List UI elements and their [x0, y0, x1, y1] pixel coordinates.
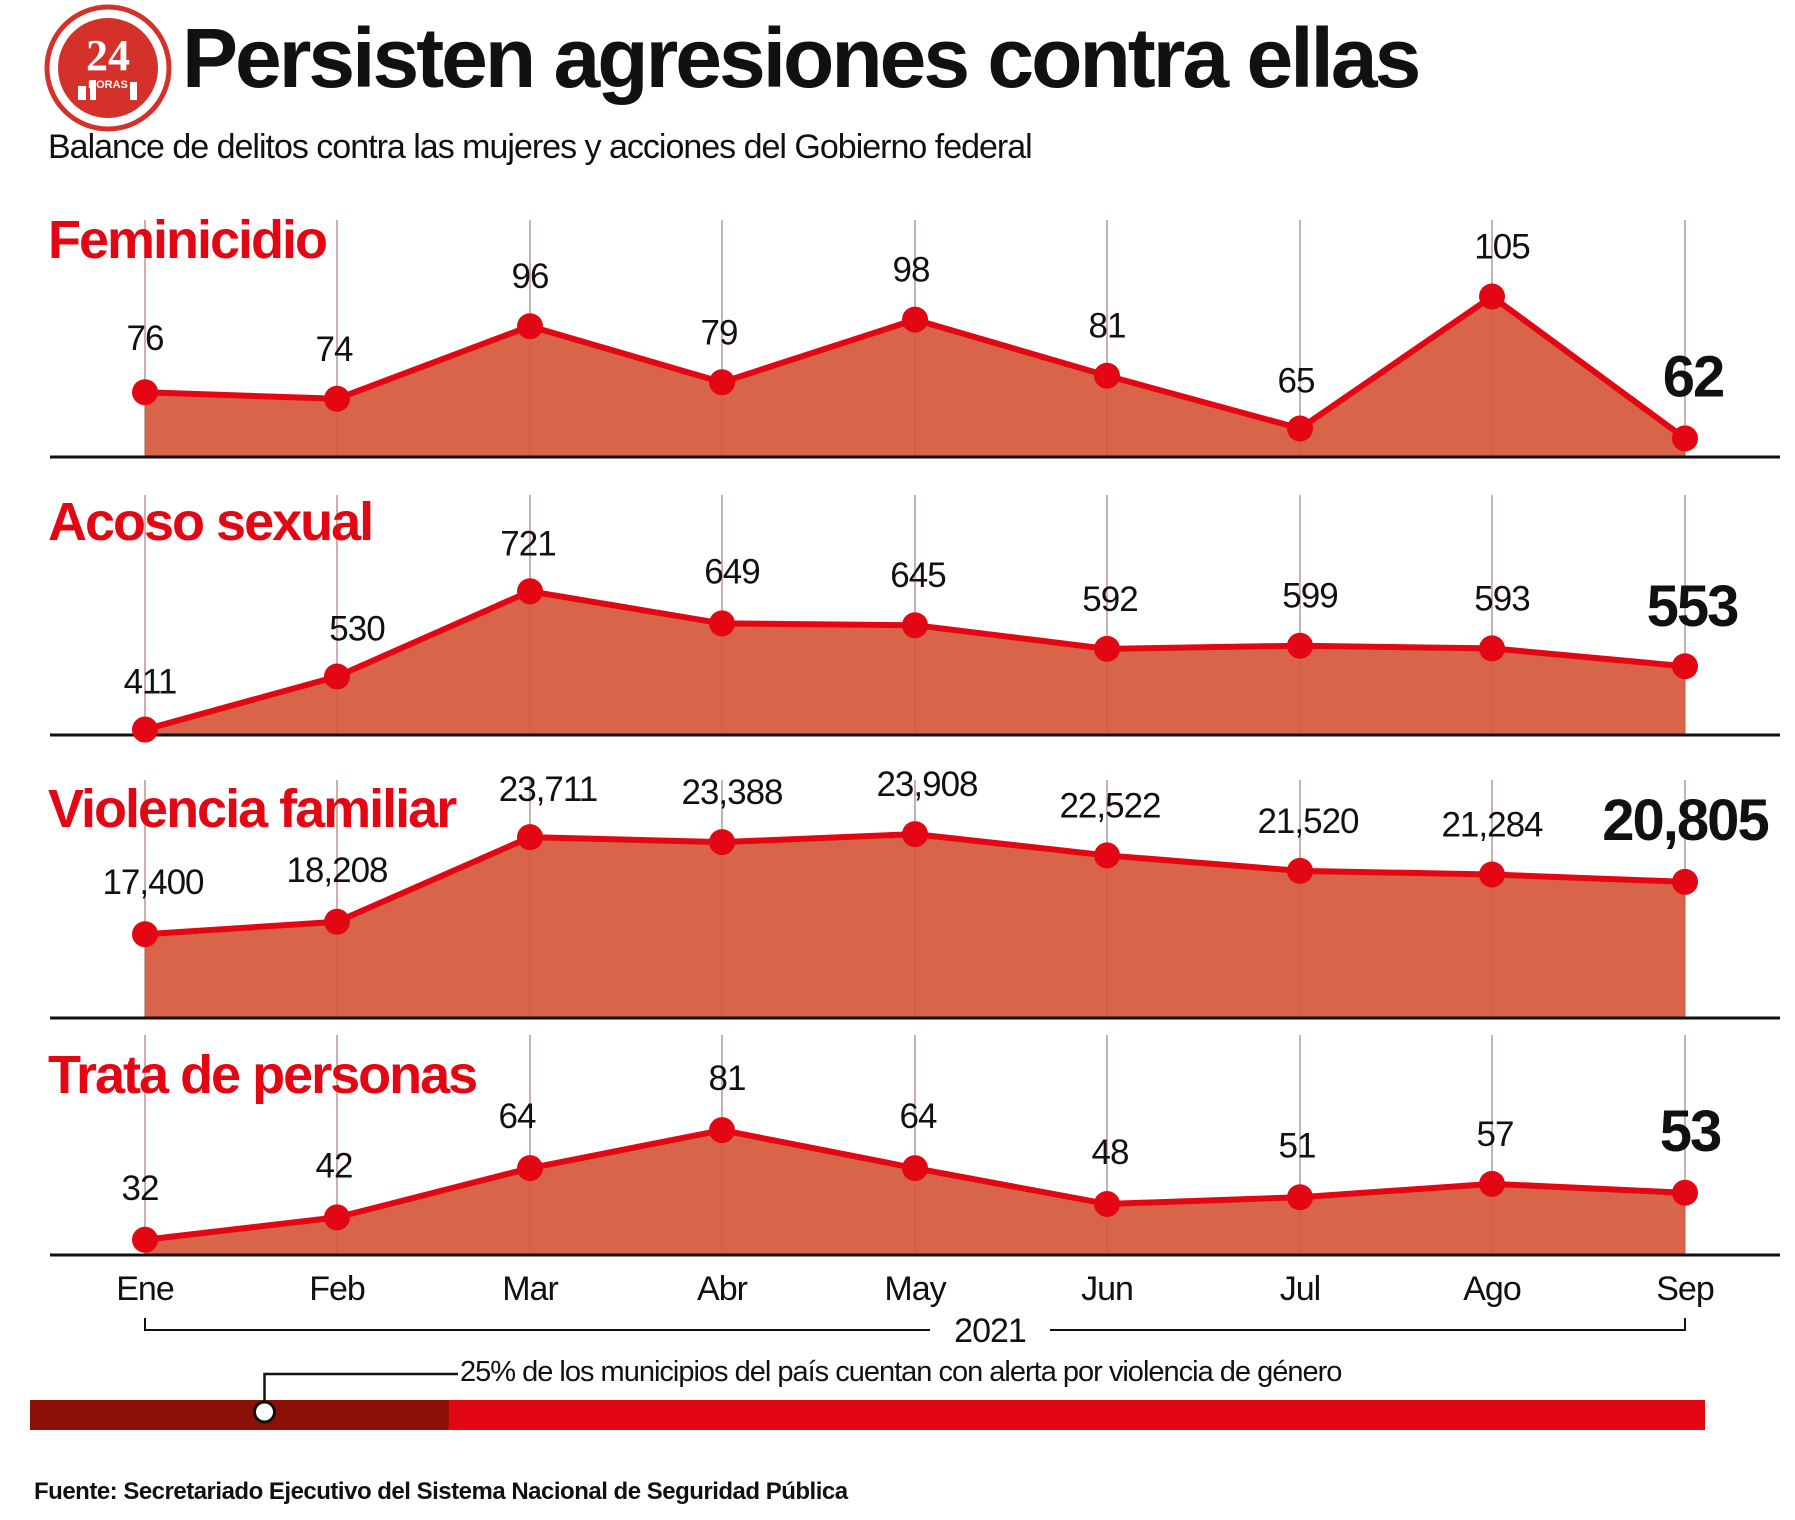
data-point: [902, 1155, 928, 1182]
x-tick-label: Feb: [309, 1270, 365, 1308]
data-point: [902, 306, 928, 333]
data-label: 23,711: [499, 770, 597, 809]
data-point: [709, 369, 735, 396]
data-point: [517, 1155, 543, 1182]
data-point: [1479, 283, 1505, 310]
data-label: 105: [1474, 228, 1529, 267]
data-point: [132, 379, 158, 406]
data-label: 81: [1089, 307, 1126, 346]
data-point: [709, 610, 735, 637]
data-point: [324, 663, 350, 690]
logo-number: 24: [86, 31, 130, 80]
data-point: [132, 716, 158, 743]
source-note: Fuente: Secretariado Ejecutivo del Siste…: [34, 1478, 848, 1505]
data-point: [1672, 868, 1698, 895]
data-point: [902, 821, 928, 848]
data-label: 17,400: [102, 863, 204, 902]
brand-logo: 24 HORAS: [44, 4, 172, 132]
data-point: [1672, 653, 1698, 680]
data-label-latest: 20,805: [1602, 788, 1768, 853]
data-label: 21,284: [1441, 805, 1543, 844]
data-label-latest: 62: [1663, 344, 1724, 409]
data-label: 57: [1477, 1115, 1514, 1154]
data-point: [324, 908, 350, 935]
x-tick-label: Ago: [1463, 1270, 1521, 1308]
panel-title: Violencia familiar: [48, 779, 457, 839]
data-label: 48: [1092, 1133, 1129, 1172]
data-point: [517, 824, 543, 851]
panel-title: Feminicidio: [48, 210, 326, 270]
data-label: 64: [499, 1097, 536, 1136]
data-label: 64: [900, 1097, 937, 1136]
data-point: [709, 1117, 735, 1144]
x-tick-label: Mar: [502, 1270, 558, 1308]
x-tick-label: Jul: [1280, 1270, 1320, 1308]
data-point: [1287, 857, 1313, 884]
data-point: [1287, 415, 1313, 442]
data-label: 649: [704, 552, 759, 591]
data-label: 599: [1282, 577, 1337, 616]
data-label: 65: [1278, 362, 1315, 401]
data-label: 411: [124, 663, 177, 702]
data-label: 592: [1082, 580, 1137, 619]
data-label: 81: [709, 1059, 746, 1098]
data-point: [1094, 635, 1120, 662]
year-bracket-right: [1050, 1318, 1686, 1331]
alert-bar-fill: [30, 1400, 449, 1430]
data-label: 76: [127, 319, 164, 358]
data-label: 98: [893, 251, 930, 290]
page-title: Persisten agresiones contra ellas: [182, 11, 1421, 105]
data-point: [517, 578, 543, 605]
year-bracket-left: [144, 1318, 930, 1331]
data-label: 74: [316, 330, 353, 369]
data-label: 721: [500, 524, 555, 563]
data-point: [132, 1226, 158, 1253]
data-label: 79: [701, 313, 738, 352]
data-point: [709, 829, 735, 856]
data-point: [1287, 1184, 1313, 1211]
data-label: 593: [1474, 579, 1529, 618]
data-point: [1479, 635, 1505, 662]
data-label: 96: [512, 257, 549, 296]
panel-title: Trata de personas: [48, 1045, 476, 1105]
data-point: [324, 1204, 350, 1231]
page-subtitle: Balance de delitos contra las mujeres y …: [48, 128, 1033, 166]
data-point: [1287, 632, 1313, 659]
data-point: [1094, 842, 1120, 869]
data-point: [1094, 1190, 1120, 1217]
data-label: 21,520: [1257, 802, 1359, 841]
data-label: 51: [1279, 1126, 1316, 1165]
data-label: 23,388: [681, 773, 782, 812]
data-label: 18,208: [286, 851, 387, 890]
data-point: [132, 921, 158, 948]
data-label: 32: [122, 1169, 159, 1208]
logo-word: HORAS: [88, 79, 128, 91]
x-tick-label: Jun: [1081, 1270, 1133, 1308]
data-point: [1479, 1170, 1505, 1197]
data-point: [902, 612, 928, 639]
x-tick-label: Abr: [697, 1270, 748, 1308]
data-label: 42: [316, 1146, 353, 1185]
data-label: 22,522: [1059, 786, 1160, 825]
data-point: [324, 385, 350, 412]
alert-label: 25% de los municipios del país cuentan c…: [460, 1356, 1342, 1388]
data-point: [1094, 362, 1120, 389]
data-point: [1479, 861, 1505, 888]
alert-leader-line: [263, 1372, 458, 1412]
data-label: 645: [890, 556, 945, 595]
data-point: [1672, 1179, 1698, 1206]
x-tick-label: Sep: [1656, 1270, 1714, 1308]
x-tick-label: Ene: [116, 1270, 174, 1308]
data-label-latest: 553: [1647, 574, 1739, 639]
data-label: 530: [329, 609, 385, 648]
alert-marker: [253, 1400, 276, 1424]
data-point: [1672, 425, 1698, 452]
panel-title: Acoso sexual: [48, 492, 372, 552]
x-tick-label: May: [884, 1270, 946, 1308]
data-label-latest: 53: [1660, 1099, 1721, 1164]
data-label: 23,908: [876, 765, 977, 804]
x-group-label: 2021: [954, 1312, 1026, 1350]
data-point: [517, 313, 543, 340]
